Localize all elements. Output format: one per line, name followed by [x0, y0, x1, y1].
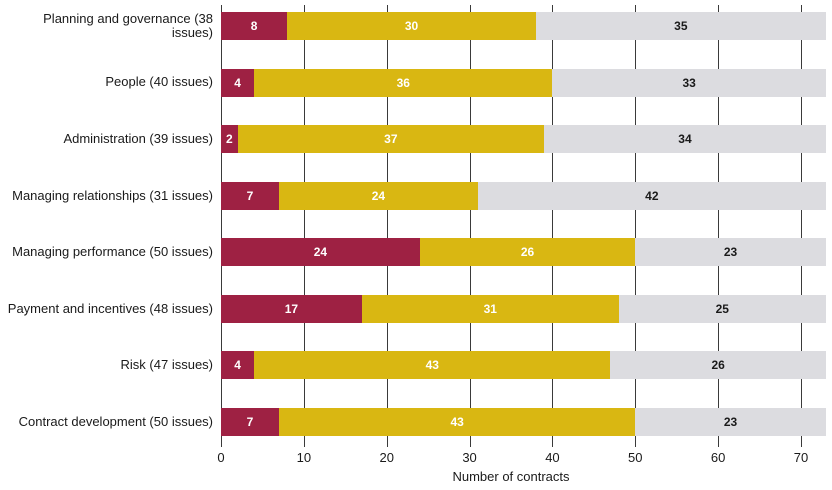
segment-yellow: 24 — [279, 181, 478, 210]
segment-yellow: 36 — [254, 68, 553, 97]
category-label: Managing relationships (31 issues) — [12, 187, 213, 203]
gridline — [469, 5, 471, 447]
segment-yellow: 43 — [254, 351, 611, 380]
x-tick-label: 40 — [545, 450, 560, 465]
category-label: Planning and governance (38 issues) — [43, 10, 213, 40]
bar-row: 2 37 34 — [221, 125, 826, 154]
segment-dark-red: 17 — [221, 294, 362, 323]
bar-row: 24 26 23 — [221, 238, 826, 267]
segment-grey: 25 — [618, 294, 826, 323]
bar-row: 7 43 23 — [221, 407, 826, 436]
x-tick-label: 20 — [379, 450, 394, 465]
bar-row: 4 43 26 — [221, 351, 826, 380]
x-tick-label: 30 — [462, 450, 477, 465]
gridline — [718, 5, 720, 447]
x-tick-label: 70 — [793, 450, 809, 465]
segment-dark-red: 7 — [221, 181, 279, 210]
plot-area: 8 30 35 4 36 33 2 37 34 7 24 42 24 26 23 17 31 25 4 43 26 7 43… — [221, 5, 826, 447]
bar-row: 7 24 42 — [221, 181, 826, 210]
category-axis-labels: Planning and governance (38 issues) Peopl… — [0, 0, 213, 450]
segment-grey: 34 — [544, 125, 826, 154]
segment-dark-red: 8 — [221, 12, 288, 40]
category-label: Managing performance (50 issues) — [12, 244, 213, 260]
segment-grey: 35 — [535, 12, 826, 40]
x-tick-label: 10 — [296, 450, 312, 465]
category-label: Administration (39 issues) — [63, 130, 213, 146]
segment-grey: 33 — [552, 68, 826, 97]
segment-grey: 23 — [635, 407, 826, 436]
segment-dark-red: 4 — [221, 351, 255, 380]
bar-row: 4 36 33 — [221, 68, 826, 97]
x-axis-tick-labels: 0 10 20 30 40 50 60 70 — [217, 450, 821, 466]
category-label: Payment and incentives (48 issues) — [7, 300, 213, 316]
segment-grey: 26 — [610, 351, 826, 380]
segment-yellow: 26 — [419, 238, 636, 267]
x-tick-label: 60 — [710, 450, 726, 465]
segment-dark-red: 7 — [221, 407, 279, 436]
gridline — [552, 5, 554, 447]
x-tick-label: 50 — [628, 450, 643, 465]
x-tick-label: 0 — [217, 450, 225, 465]
bar-row: 17 31 25 — [221, 294, 826, 323]
bar-row: 8 30 35 — [221, 12, 826, 40]
category-label: People (40 issues) — [105, 74, 213, 90]
segment-dark-red: 24 — [221, 238, 420, 267]
segment-dark-red: 2 — [221, 125, 238, 154]
segment-yellow: 31 — [361, 294, 619, 323]
segment-grey: 42 — [477, 181, 826, 210]
category-label: Risk (47 issues) — [120, 357, 213, 373]
segment-yellow: 30 — [287, 12, 536, 40]
x-axis-title: Number of contracts — [452, 469, 570, 484]
category-label: Contract development (50 issues) — [18, 413, 213, 429]
gridline — [221, 5, 222, 447]
gridline — [801, 5, 802, 447]
gridline — [386, 5, 388, 447]
gridline — [303, 5, 305, 447]
segment-dark-red: 4 — [221, 68, 255, 97]
segment-yellow: 37 — [237, 125, 545, 154]
segment-grey: 23 — [635, 238, 826, 267]
gridline — [635, 5, 637, 447]
segment-yellow: 43 — [279, 407, 636, 436]
